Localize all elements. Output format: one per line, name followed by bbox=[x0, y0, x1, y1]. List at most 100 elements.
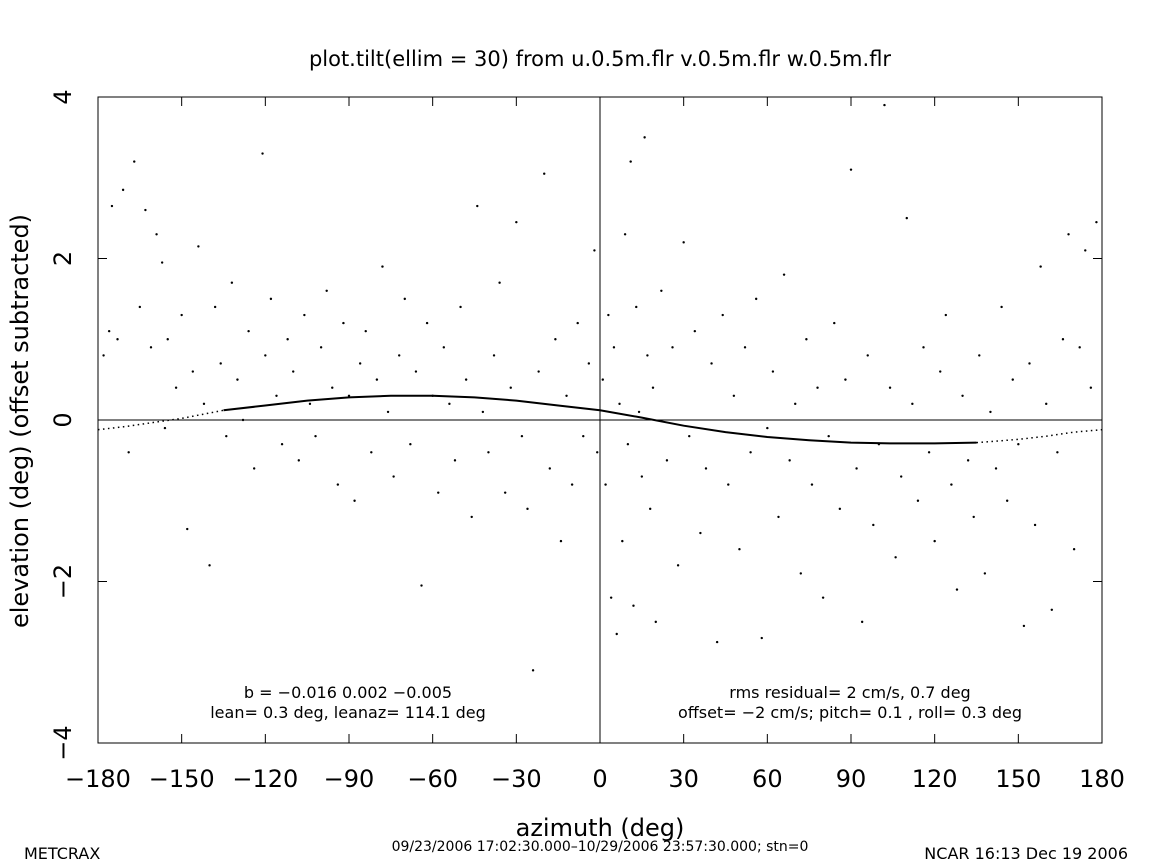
data-point bbox=[102, 354, 105, 357]
data-point bbox=[565, 394, 568, 397]
data-point bbox=[347, 394, 351, 397]
data-point bbox=[927, 451, 931, 454]
data-point bbox=[110, 204, 114, 208]
data-point bbox=[515, 220, 518, 224]
data-point bbox=[1028, 362, 1031, 365]
data-point bbox=[381, 265, 384, 268]
data-point bbox=[280, 443, 284, 446]
data-point bbox=[922, 346, 925, 349]
data-point bbox=[955, 588, 959, 591]
data-point bbox=[900, 475, 903, 478]
data-point bbox=[213, 305, 217, 309]
data-point bbox=[966, 459, 970, 462]
x-tick-label: 180 bbox=[1079, 765, 1125, 793]
data-point bbox=[983, 572, 987, 575]
data-point bbox=[629, 160, 632, 163]
data-point bbox=[626, 443, 630, 446]
y-tick-label: 2 bbox=[49, 251, 77, 266]
data-point bbox=[754, 297, 758, 301]
data-point bbox=[275, 394, 278, 397]
data-point bbox=[121, 188, 125, 192]
data-point bbox=[738, 548, 741, 551]
data-point bbox=[160, 261, 164, 264]
data-point bbox=[559, 539, 563, 543]
data-point bbox=[704, 467, 708, 470]
data-point bbox=[548, 467, 551, 470]
data-point bbox=[1061, 338, 1065, 341]
data-point bbox=[732, 394, 736, 397]
data-point bbox=[1039, 265, 1042, 268]
y-axis-label: elevation (deg) (offset subtracted) bbox=[6, 214, 34, 628]
data-point bbox=[978, 354, 981, 357]
x-tick-label: −180 bbox=[65, 765, 131, 793]
data-point bbox=[699, 531, 702, 535]
chart-title: plot.tilt(ellim = 30) from u.0.5m.flr v.… bbox=[309, 47, 891, 71]
data-point bbox=[816, 386, 819, 389]
data-point bbox=[261, 152, 264, 155]
data-point bbox=[665, 459, 669, 462]
data-point bbox=[353, 499, 356, 502]
data-point bbox=[640, 475, 644, 478]
data-point bbox=[916, 499, 920, 502]
x-tick-label: −60 bbox=[407, 765, 458, 793]
data-point bbox=[364, 329, 367, 333]
data-point bbox=[950, 483, 953, 486]
y-axis-ticks: −4 −2 0 2 4 bbox=[49, 89, 1102, 761]
data-point bbox=[375, 378, 379, 381]
data-point bbox=[487, 451, 490, 454]
data-point bbox=[230, 281, 234, 284]
data-point bbox=[710, 362, 713, 365]
data-point bbox=[693, 329, 697, 333]
data-point bbox=[894, 556, 897, 559]
data-point bbox=[582, 434, 585, 438]
data-point bbox=[269, 297, 273, 301]
data-point bbox=[252, 467, 256, 470]
data-point bbox=[453, 459, 457, 462]
data-point bbox=[777, 515, 780, 519]
data-point bbox=[297, 459, 300, 462]
data-point bbox=[933, 539, 936, 543]
y-tick-label: 0 bbox=[49, 412, 77, 427]
x-tick-label: 120 bbox=[912, 765, 958, 793]
data-point bbox=[961, 394, 964, 397]
data-point bbox=[609, 596, 613, 599]
data-point bbox=[682, 241, 685, 244]
data-point bbox=[1084, 249, 1087, 252]
data-point bbox=[911, 402, 914, 406]
data-point bbox=[944, 313, 948, 317]
data-point bbox=[688, 434, 691, 438]
y-tick-label: −2 bbox=[49, 564, 77, 599]
data-point bbox=[623, 233, 627, 236]
data-point bbox=[872, 523, 875, 527]
data-point bbox=[905, 216, 908, 220]
x-tick-label: 30 bbox=[668, 765, 699, 793]
data-point bbox=[1000, 305, 1003, 309]
data-point bbox=[788, 459, 791, 462]
data-point bbox=[149, 346, 153, 349]
x-axis-label: azimuth (deg) bbox=[516, 814, 685, 842]
data-point bbox=[1045, 402, 1048, 406]
data-point bbox=[601, 378, 604, 381]
data-point bbox=[166, 338, 169, 341]
data-point bbox=[292, 370, 295, 373]
data-point bbox=[481, 410, 485, 414]
data-point bbox=[799, 572, 802, 575]
data-point bbox=[618, 402, 621, 406]
data-point bbox=[392, 475, 395, 478]
data-point bbox=[191, 370, 195, 373]
annotation-coefficients: b = −0.016 0.002 −0.005 bbox=[244, 683, 452, 702]
footer-time-range: 09/23/2006 17:02:30.000–10/29/2006 23:57… bbox=[392, 839, 809, 855]
data-point bbox=[615, 632, 618, 636]
x-tick-label: 150 bbox=[995, 765, 1041, 793]
data-point bbox=[972, 515, 975, 519]
data-point bbox=[766, 426, 769, 430]
data-point bbox=[470, 515, 473, 519]
annotation-offset: offset= −2 cm/s; pitch= 0.1 , roll= 0.3 … bbox=[678, 703, 1022, 722]
data-point bbox=[1056, 451, 1059, 454]
data-point bbox=[593, 249, 596, 252]
footer-project: METCRAX bbox=[24, 844, 100, 863]
data-point bbox=[319, 346, 323, 349]
data-point bbox=[643, 136, 646, 139]
data-point bbox=[144, 208, 147, 212]
